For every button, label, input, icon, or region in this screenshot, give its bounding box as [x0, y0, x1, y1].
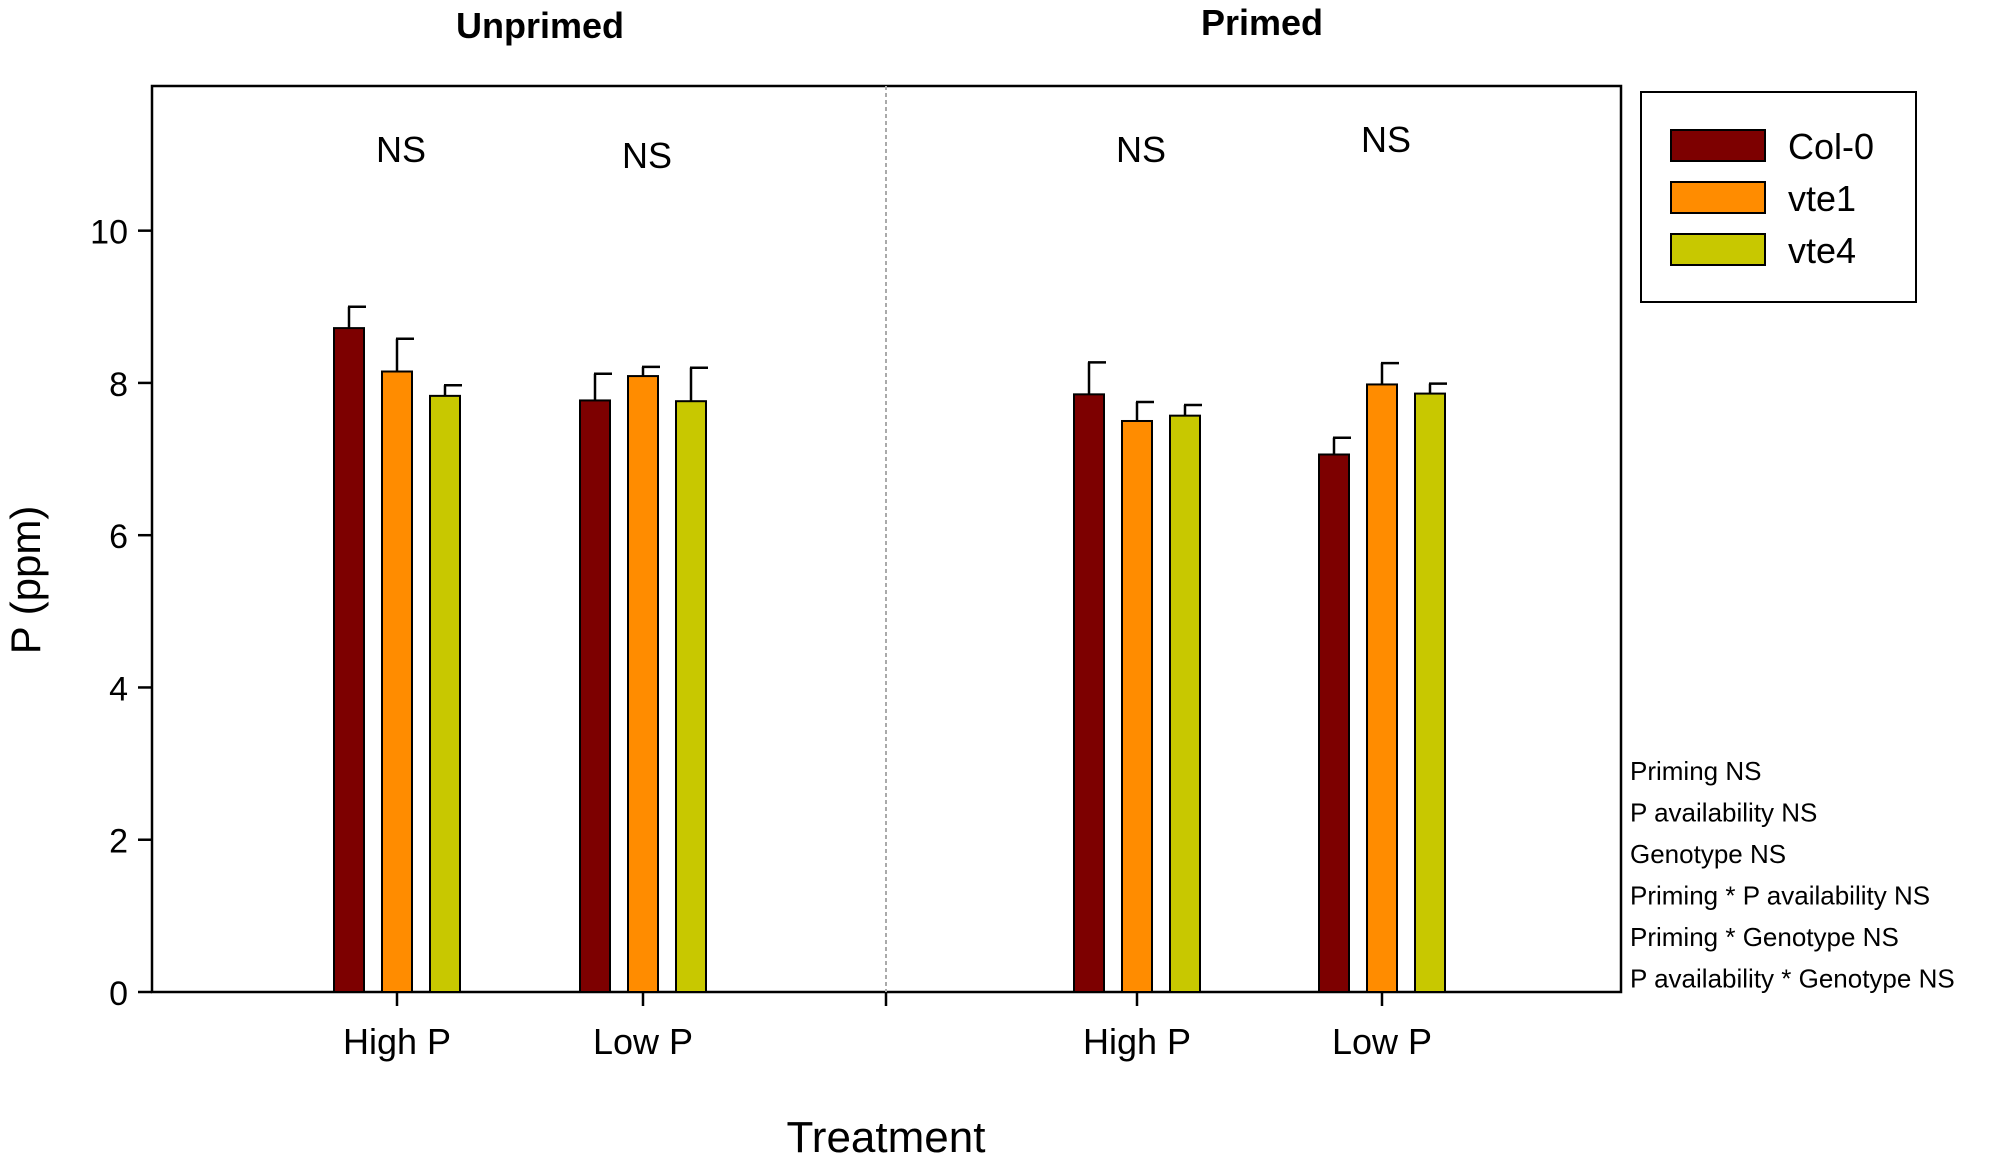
legend-swatch-vte1 [1670, 181, 1766, 214]
bar-col-0 [1318, 453, 1350, 993]
bar-vte4 [675, 400, 707, 993]
legend-swatch-col-0 [1670, 129, 1766, 162]
y-tick-label: 8 [109, 366, 128, 404]
bars-layer [333, 305, 1447, 994]
bar-vte1 [1366, 383, 1398, 993]
bar-vte4 [1169, 414, 1201, 993]
x-tick-label: Low P [1332, 1021, 1432, 1062]
stats-line: P availability NS [1630, 798, 1817, 828]
bar-vte4 [429, 394, 461, 993]
bar-vte1 [627, 375, 659, 993]
significance-label: NS [376, 129, 426, 170]
y-tick-label: 2 [109, 823, 128, 861]
stats-line: Genotype NS [1630, 839, 1786, 869]
y-tick-label: 6 [109, 518, 128, 556]
y-tick-label: 0 [109, 975, 128, 1013]
legend: Col-0 vte1 vte4 [1640, 91, 1917, 303]
stats-line: P availability * Genotype NS [1630, 964, 1955, 994]
y-tick-label: 10 [90, 214, 128, 252]
x-axis: High P Low P High P Low P [343, 992, 1432, 1062]
legend-swatch-vte4 [1670, 233, 1766, 266]
y-axis: 0 2 4 6 8 10 [90, 214, 152, 1013]
x-axis-title: Treatment [787, 1113, 986, 1162]
stats-line: Priming NS [1630, 756, 1761, 786]
bar-vte1 [1121, 419, 1153, 994]
bar-col-0 [1073, 393, 1105, 993]
significance-label: NS [1116, 129, 1166, 170]
stats-line: Priming * P availability NS [1630, 881, 1930, 911]
group-annotations: NS NS NS NS [376, 119, 1411, 176]
y-axis-title: P (ppm) [2, 506, 49, 655]
legend-label-col-0: Col-0 [1788, 126, 1874, 167]
bar-vte4 [1414, 392, 1446, 993]
legend-label-vte4: vte4 [1788, 230, 1856, 271]
legend-items: Col-0 vte1 vte4 [1670, 126, 1874, 271]
stats-block: Priming NS P availability NS Genotype NS Pr… [1630, 756, 1955, 994]
x-tick-label: High P [1083, 1021, 1191, 1062]
significance-label: NS [1361, 119, 1411, 160]
bar-vte1 [381, 370, 413, 993]
bar-col-0 [579, 399, 611, 993]
x-tick-label: High P [343, 1021, 451, 1062]
panel-title-primed: Primed [1201, 2, 1323, 43]
x-tick-label: Low P [593, 1021, 693, 1062]
stats-line: Priming * Genotype NS [1630, 922, 1899, 952]
bar-col-0 [333, 327, 365, 994]
panel-title-unprimed: Unprimed [456, 5, 624, 46]
legend-label-vte1: vte1 [1788, 178, 1856, 219]
significance-label: NS [622, 135, 672, 176]
y-tick-label: 4 [109, 670, 128, 708]
